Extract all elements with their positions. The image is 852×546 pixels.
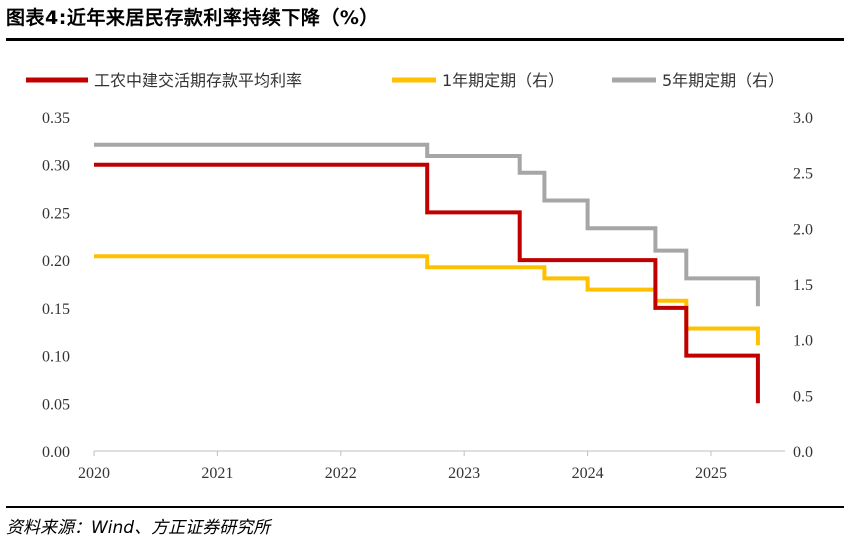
- y-left-tick-label: 0.10: [42, 349, 70, 366]
- series-line-2: [94, 254, 760, 346]
- y-left-tick-label: 0.35: [42, 110, 70, 127]
- y-right-tick-label: 2.0: [793, 221, 813, 238]
- y-left-tick-label: 0.15: [42, 301, 70, 318]
- x-tick-label: 2025: [695, 465, 727, 482]
- y-left-tick-label: 0.00: [42, 444, 70, 461]
- y-left-tick-label: 0.30: [42, 158, 70, 175]
- series-group: [94, 142, 760, 404]
- axes: 2020 2021 2022 2023 2024 2025 0.00 0.05 0.10 0.15…: [42, 110, 813, 482]
- legend-label-3: 5年期定期（右）: [662, 71, 784, 90]
- source-note: 资料来源：Wind、方正证券研究所: [6, 518, 271, 538]
- x-tick-label: 2020: [78, 465, 110, 482]
- series-line-3: [94, 142, 760, 307]
- y-right-tick-label: 3.0: [793, 110, 813, 127]
- y-right-tick-label: 0.5: [793, 388, 813, 405]
- legend-label-1: 工农中建交活期存款平均利率: [94, 71, 302, 90]
- x-tick-label: 2024: [572, 465, 604, 482]
- title-rule: [6, 38, 844, 41]
- x-tick-label: 2021: [201, 465, 233, 482]
- y-left-tick-label: 0.20: [42, 253, 70, 270]
- x-tick-label: 2022: [325, 465, 357, 482]
- y-right-tick-label: 1.5: [793, 277, 813, 294]
- y-right-tick-label: 2.5: [793, 166, 813, 183]
- x-tick-label: 2023: [448, 465, 480, 482]
- y-left-tick-label: 0.05: [42, 396, 70, 413]
- y-right-tick-label: 1.0: [793, 333, 813, 350]
- y-left-tick-label: 0.25: [42, 205, 70, 222]
- y-right-tick-label: 0.0: [793, 444, 813, 461]
- legend-label-2: 1年期定期（右）: [442, 71, 564, 90]
- source-rule: [6, 506, 844, 508]
- series-line-1: [94, 162, 760, 404]
- chart-title: 图表4:近年来居民存款利率持续下降（%）: [6, 7, 379, 29]
- legend: 工农中建交活期存款平均利率 1年期定期（右） 5年期定期（右）: [26, 71, 784, 90]
